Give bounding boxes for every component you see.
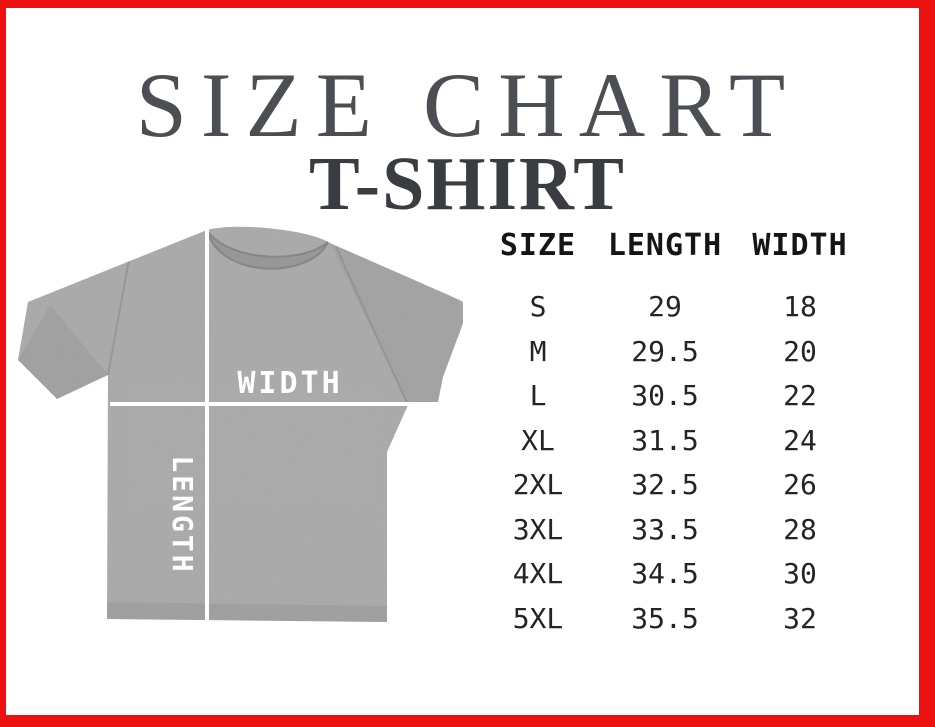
width-cell: 32 xyxy=(783,601,817,635)
width-cell: 30 xyxy=(783,557,817,590)
page-title: SIZE CHART xyxy=(135,54,800,156)
size-cell: L xyxy=(529,379,547,412)
table-row: S 29 18 xyxy=(478,285,868,330)
length-cell: 29.5 xyxy=(631,334,699,368)
size-cell: 5XL xyxy=(512,601,564,635)
length-cell: 32.5 xyxy=(631,468,699,501)
table-row: M 29.5 20 xyxy=(478,330,868,375)
table-row: 2XL 32.5 26 xyxy=(478,463,868,508)
size-cell: 3XL xyxy=(512,512,564,546)
size-cell: XL xyxy=(521,423,555,457)
table-row: 3XL 33.5 28 xyxy=(478,508,868,553)
shirt-width-label: WIDTH xyxy=(237,366,342,401)
col-header-length: LENGTH xyxy=(607,228,723,263)
col-header-size: SIZE xyxy=(499,228,577,263)
width-cell: 26 xyxy=(783,468,817,501)
size-cell: 4XL xyxy=(512,557,564,590)
table-row: L 30.5 22 xyxy=(478,374,868,419)
width-cell: 18 xyxy=(783,290,817,323)
table-row: XL 31.5 24 xyxy=(478,419,868,464)
size-table-body: S 29 18 M 29.5 20 L 30.5 22 XL 31.5 24 2… xyxy=(478,285,868,641)
table-row: 5XL 35.5 32 xyxy=(478,597,868,642)
col-header-width: WIDTH xyxy=(752,228,848,263)
length-cell: 33.5 xyxy=(631,512,699,546)
tshirt-image: WIDTH LENGTH xyxy=(18,226,463,623)
length-cell: 35.5 xyxy=(631,601,699,635)
width-cell: 24 xyxy=(783,423,817,457)
shirt-length-label: LENGTH xyxy=(166,455,199,574)
size-table-header: SIZE LENGTH WIDTH xyxy=(478,226,868,266)
tshirt-collar xyxy=(207,231,329,270)
length-cell: 34.5 xyxy=(631,557,699,590)
size-table: SIZE LENGTH WIDTH S 29 18 M 29.5 20 L 30… xyxy=(478,226,868,641)
size-cell: 2XL xyxy=(512,468,564,501)
page-subtitle: T-SHIRT xyxy=(309,142,626,226)
length-cell: 30.5 xyxy=(631,379,699,412)
width-cell: 20 xyxy=(783,334,817,368)
size-cell: M xyxy=(529,334,547,368)
tshirt-body xyxy=(18,226,463,622)
table-row: 4XL 34.5 30 xyxy=(478,552,868,597)
length-cell: 29 xyxy=(648,290,682,323)
width-cell: 22 xyxy=(783,379,817,412)
length-cell: 31.5 xyxy=(631,423,699,457)
size-cell: S xyxy=(529,290,547,323)
width-cell: 28 xyxy=(783,512,817,546)
